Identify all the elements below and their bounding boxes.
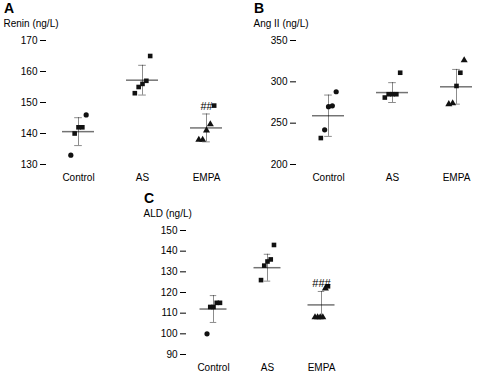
svg-text:Control: Control — [62, 172, 94, 183]
svg-text:90: 90 — [166, 349, 178, 360]
svg-text:AS: AS — [136, 172, 150, 183]
svg-text:100: 100 — [161, 328, 178, 339]
svg-text:110: 110 — [162, 307, 178, 318]
svg-text:120: 120 — [161, 287, 178, 298]
svg-text:Ang II (ng/L): Ang II (ng/L) — [254, 18, 309, 29]
svg-text:150: 150 — [161, 225, 178, 236]
svg-text:250: 250 — [271, 117, 288, 128]
svg-text:130: 130 — [161, 266, 178, 277]
svg-text:160: 160 — [21, 66, 38, 77]
svg-text:300: 300 — [271, 76, 288, 87]
svg-text:150: 150 — [21, 97, 38, 108]
svg-text:EMPA: EMPA — [193, 172, 221, 183]
svg-text:EMPA: EMPA — [443, 172, 471, 183]
svg-text:EMPA: EMPA — [308, 362, 336, 373]
svg-text:Control: Control — [312, 172, 344, 183]
svg-text:350: 350 — [271, 35, 288, 46]
html-text:C: C — [144, 190, 155, 206]
html-text:A: A — [4, 0, 15, 16]
svg-text:AS: AS — [386, 172, 400, 183]
html-text:B: B — [254, 0, 265, 16]
svg-text:Control: Control — [197, 362, 229, 373]
svg-text:130: 130 — [21, 159, 38, 170]
svg-text:140: 140 — [161, 245, 178, 256]
svg-text:140: 140 — [21, 128, 38, 139]
svg-text:AS: AS — [261, 362, 275, 373]
svg-text:170: 170 — [21, 35, 38, 46]
svg-text:200: 200 — [271, 159, 288, 170]
svg-text:ALD (ng/L): ALD (ng/L) — [144, 208, 192, 219]
svg-text:Renin (ng/L): Renin (ng/L) — [4, 18, 59, 29]
svg-text:##: ## — [200, 100, 213, 112]
svg-text:###: ### — [312, 277, 331, 289]
